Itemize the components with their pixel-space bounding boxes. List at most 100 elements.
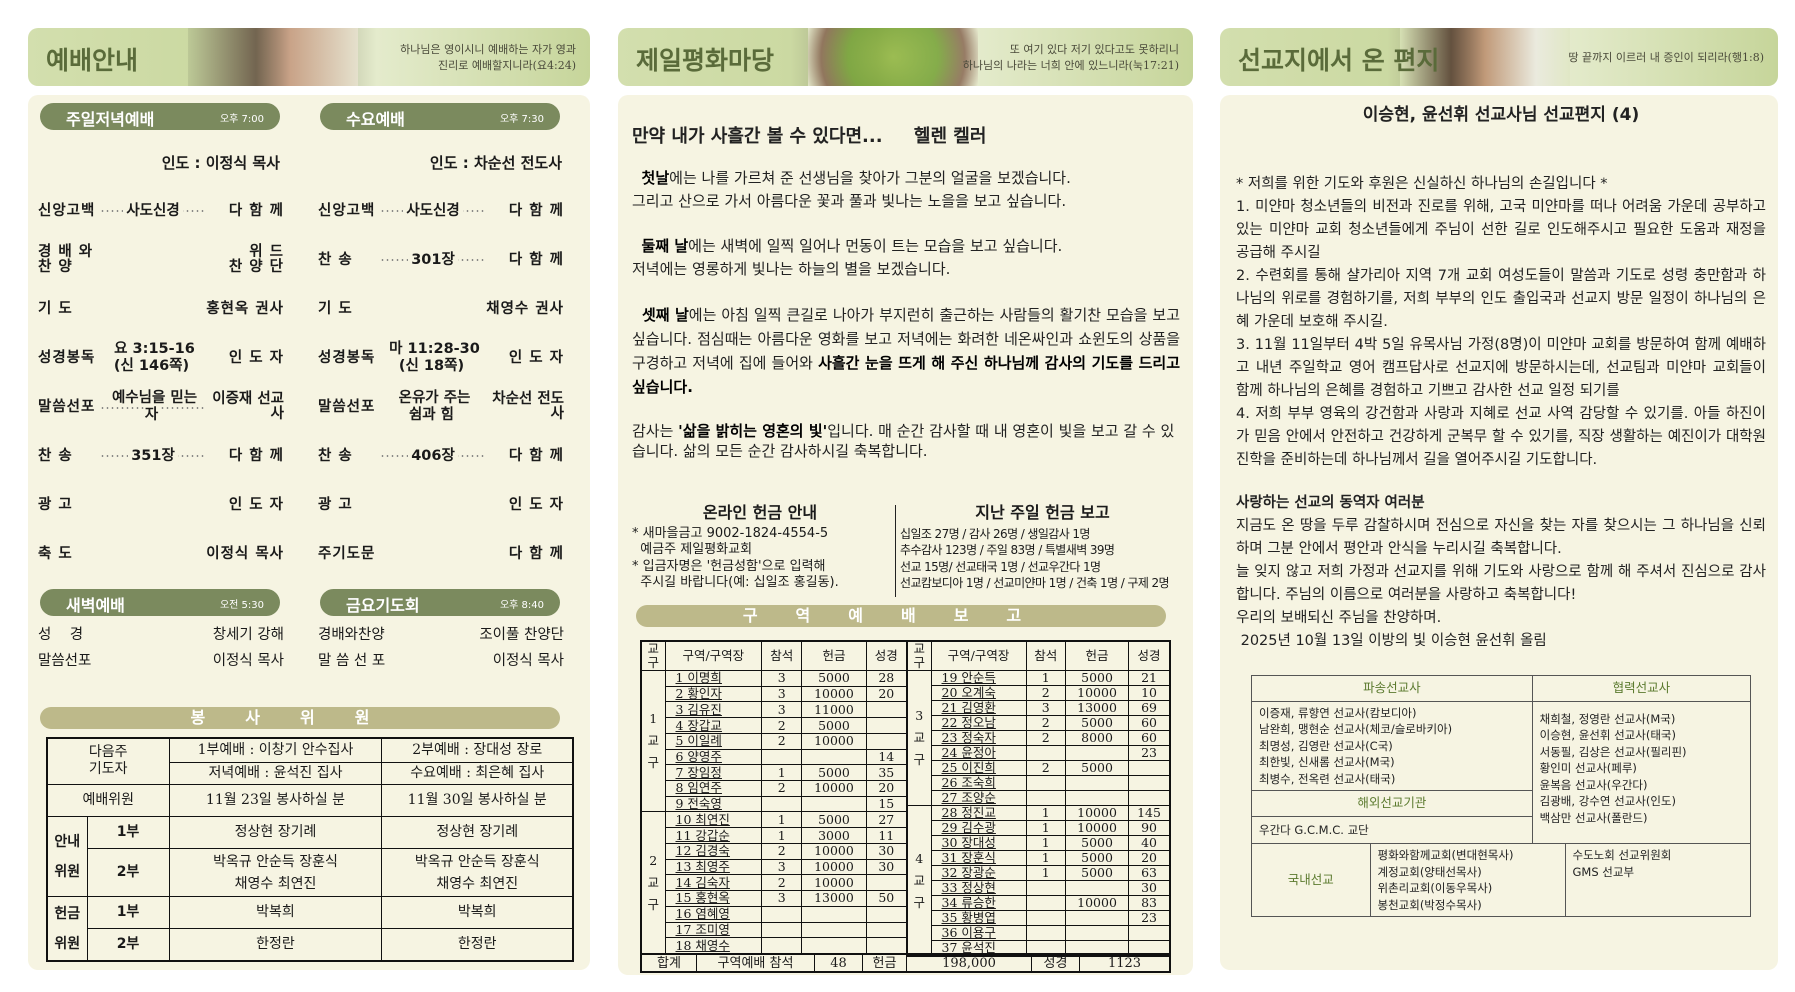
attendance: 1 [1025,850,1066,866]
order-row: 경배와찬양 조이풀 찬양단 [318,623,564,647]
table-row: 30 장대성 1 5000 40 [907,835,1171,851]
cell-leader: 10 최연진 [664,811,763,829]
bible-reading: 20 [865,685,908,703]
order-label: 기 도 [318,300,353,317]
cell-leader: 21 김영환 [930,700,1027,716]
header-verse: 땅 끝까지 이르러 내 증인이 되리라(행1:8) [1568,51,1764,64]
essay-paragraph: 둘째 날에는 새벽에 일찍 일어나 먼동이 트는 모습을 보고 싶습니다. 저녁… [632,235,1180,281]
dawn-pill: 새벽예배 오전 5:30 [40,589,280,616]
table-row: 7 장임정 1 5000 35 [641,764,908,782]
offering-report-line: 선교 15명/ 선교태국 1명 / 선교우간다 1명 [900,559,1101,574]
order-person: 이정식 목사 [206,545,284,562]
letter-header: 선교지에서 온 편지 땅 끝까지 이르러 내 증인이 되리라(행1:8) [1220,28,1778,86]
essay-paragraph: 감사는 '삶을 밝히는 영혼의 빛'입니다. 매 순간 감사할 때 내 영혼이 … [632,421,1180,461]
attendance: 2 [761,842,803,860]
attendance: 2 [1025,730,1066,746]
cell-leader: 26 조숙희 [930,775,1027,791]
online-offering-box: 온라인 헌금 안내 * 새마을금고 9002-1824-4554-5 예금주 제… [632,503,888,592]
cell-leader: 8 임연주 [664,780,763,797]
order-label: 성경봉독 [318,349,376,366]
offering: 5000 [1064,715,1130,731]
attendance [1025,940,1066,957]
table-row: 8 임연주 2 10000 20 [641,780,908,797]
order-person: 인 도 자 [508,349,564,366]
service-leader: 인도 : 이정식 목사 [161,154,280,172]
attendance: 2 [761,874,803,892]
bold-text: 사흘간 눈을 뜨게 해 주신 하나님께 감사의 기도를 드리고 싶습니다. [632,354,1180,396]
total-label: 합계 [642,955,697,971]
cell-leader: 3 김유진 [664,701,763,719]
usher-cell: 박옥규 안순득 장훈식 채영수 최연진 [168,847,383,898]
attendance [1025,880,1066,896]
order-label: 경 배 와 찬 양 [38,244,94,275]
prayer-cell: 수요예배 : 최은혜 집사 [381,761,574,785]
table-row: 4 장갑교 2 5000 [641,717,908,734]
order-label: 찬 송 [318,251,353,268]
worship-header: 예배안내 하나님은 영이시니 예배하는 자가 영과 진리로 예배할지니라(요4:… [28,28,590,86]
header-photo-hands [188,28,358,86]
bible-reading: 21 [1128,670,1171,686]
attend-label: 구역예배 참석 [697,955,815,971]
offering: 5000 [1064,850,1130,866]
district-cell: 1 교 구 [640,669,666,813]
table-row: 2 황인자 3 10000 20 [641,685,908,703]
offering-cell: 박복희 [168,896,383,930]
order-label: 찬 송 [38,447,73,464]
bible-reading: 14 [865,748,908,766]
missionary-table: 파송선교사 협력선교사 이증재, 류향연 선교사(캄보디아) 남완희, 맹현순 선… [1251,675,1752,917]
agency-list: 우간다 G.C.M.C. 교단 [1251,815,1533,844]
last-week-offering-box: 지난 주일 헌금 보고 십일조 27명 / 감사 26명 / 생일감사 1명 추수… [900,504,1185,592]
order-row: 말씀선포 이정식 목사 [38,649,284,673]
bible-reading: 145 [1128,805,1171,821]
cell-leader: 37 윤석진 [930,940,1027,957]
part-label: 2부 [86,928,170,962]
cell-report-table-right: 교구 구역/구역장 참석 헌금 성경 3 교 구 19 안순득 1 5000 21 20 오계숙 2 1… [906,640,1171,957]
order-row: 말 씀 선 포 이정식 목사 [318,649,564,673]
offering-total: 198,000 [907,955,1032,971]
district-cell: 4 교 구 [906,805,932,957]
table-row: 27 조양순 [907,790,1171,806]
cell-leader: 22 정오남 [930,715,1027,731]
cell-leader: 13 최영주 [664,858,763,876]
letter-closing-title: 사랑하는 선교의 동역자 여러분 [1236,495,1425,511]
attendance: 1 [761,811,803,829]
prayer-cell: 1부예배 : 이창기 안수집사 [168,737,383,763]
table-row: 16 염혜영 [641,905,908,923]
service-time: 오전 5:30 [219,600,264,611]
attend-total: 48 [815,955,863,971]
order-row: 신앙고백 사도신경 다 함 께 [318,191,564,231]
table-row: 20 오계숙 2 10000 10 [907,685,1171,701]
order-item-text: 사도신경 [403,202,463,219]
attendance [1025,895,1066,911]
service-time: 오후 7:00 [219,114,264,125]
attendance [1025,925,1066,941]
essay-paragraph: 셋째 날에는 아침 일찍 큰길로 나아가 부지런히 출근하는 사람들의 활기찬 … [632,303,1180,399]
bold-text: 첫날 [641,169,670,187]
attendance: 1 [761,764,803,782]
offering [1064,790,1130,806]
table-row: 25 이진희 2 5000 [907,760,1171,776]
order-person: 위 드 찬 양 단 [228,244,284,275]
order-person: 다 함 께 [508,545,564,562]
cell-report-footer: 합계 구역예배 참석 48 헌금 198,000 성경 1123 [640,953,1171,973]
service-time: 오후 8:40 [499,600,544,611]
text: 에는 아침 일찍 큰길로 나아가 부지런히 출근하는 사람들의 활기찬 모습을 … [632,306,1180,372]
bible-reading: 83 [1128,895,1171,911]
order-person: 다 함 께 [508,202,564,219]
header-verse: 또 여기 있다 저기 있다고도 못하리니 하나님의 나라는 너희 안에 있느니라… [962,43,1179,72]
service-committee-table: 다음주 기도자 1부예배 : 이창기 안수집사 2부예배 : 장대성 장로 저녁예… [46,737,574,962]
online-offering-title: 온라인 헌금 안내 [702,503,818,522]
attendance: 3 [761,670,803,687]
offering: 11000 [801,701,867,719]
bible-reading: 15 [865,795,908,813]
column-header: 참석 [1025,640,1066,671]
order-item: 요 3:15-16 (신 146쪽) [100,341,206,375]
service-leader: 인도 : 차순선 전도사 [429,154,562,172]
bible-reading: 90 [1128,820,1171,836]
offering [1064,925,1130,941]
essay-title: 만약 내가 사흘간 볼 수 있다면... 헬렌 켈러 [632,126,987,147]
order-item: 예수님을 믿는 자 [100,390,206,424]
cell-leader: 14 김숙자 [664,874,763,892]
